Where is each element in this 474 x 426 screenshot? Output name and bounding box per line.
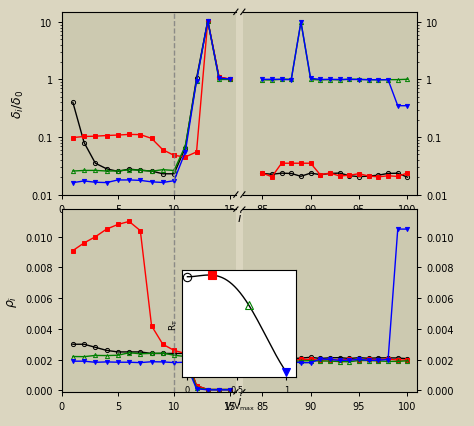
Y-axis label: R$_{\rm T}$: R$_{\rm T}$ [167, 318, 180, 330]
Y-axis label: $\rho_i$: $\rho_i$ [5, 295, 19, 307]
Text: $i$: $i$ [237, 211, 242, 225]
Y-axis label: $\delta_i/\delta_0$: $\delta_i/\delta_0$ [10, 89, 26, 118]
Text: $i$: $i$ [237, 393, 242, 407]
X-axis label: V/V$_{\rm max}$: V/V$_{\rm max}$ [224, 399, 255, 412]
Legend: V/V$_{\rm max}$ = 0, V/V$_{\rm max}$ = 0.25, V/V$_{\rm max}$ = 0.62, V/V$_{\rm m: V/V$_{\rm max}$ = 0, V/V$_{\rm max}$ = 0… [304, 117, 397, 187]
